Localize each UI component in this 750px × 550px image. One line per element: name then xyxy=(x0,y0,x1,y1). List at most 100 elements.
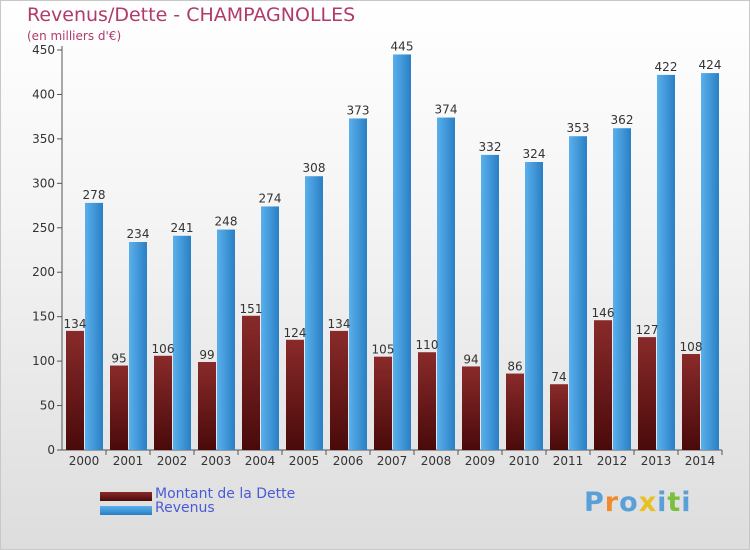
legend-swatch-revenue xyxy=(100,506,152,515)
y-tick-label: 250 xyxy=(32,221,55,235)
x-tick-label: 2005 xyxy=(289,454,320,468)
x-tick-label: 2007 xyxy=(377,454,408,468)
x-tick-label: 2001 xyxy=(113,454,144,468)
x-tick-label: 2012 xyxy=(597,454,628,468)
bar-revenue xyxy=(613,128,631,450)
x-tick-label: 2006 xyxy=(333,454,364,468)
bar-revenue xyxy=(129,242,147,450)
data-label-revenue: 248 xyxy=(215,215,238,229)
data-label-debt: 106 xyxy=(152,342,175,356)
legend-label-revenue: Revenus xyxy=(155,500,215,516)
bar-debt xyxy=(242,315,260,450)
bar-revenue xyxy=(349,118,367,450)
legend-swatch-debt xyxy=(100,492,152,501)
bar-debt xyxy=(638,337,656,450)
bar-debt xyxy=(418,352,436,450)
x-tick-label: 2013 xyxy=(641,454,672,468)
data-label-revenue: 445 xyxy=(391,39,414,53)
y-tick-label: 300 xyxy=(32,176,55,190)
data-label-revenue: 424 xyxy=(699,58,722,72)
chart-subtitle: (en milliers d'€) xyxy=(27,29,122,43)
data-label-debt: 110 xyxy=(416,338,439,352)
data-label-debt: 108 xyxy=(680,340,703,354)
data-label-revenue: 332 xyxy=(479,140,502,154)
bar-debt xyxy=(198,362,216,450)
data-label-revenue: 241 xyxy=(171,221,194,235)
logo-letter: x xyxy=(638,487,658,518)
bar-debt xyxy=(550,384,568,450)
data-label-revenue: 324 xyxy=(523,147,546,161)
bar-revenue xyxy=(217,229,235,450)
bar-revenue xyxy=(261,206,279,450)
x-tick-label: 2011 xyxy=(553,454,584,468)
data-label-revenue: 308 xyxy=(303,161,326,175)
data-label-revenue: 274 xyxy=(259,191,282,205)
bar-revenue xyxy=(173,235,191,450)
bar-revenue xyxy=(657,74,675,450)
data-label-debt: 134 xyxy=(64,317,87,331)
x-tick-label: 2003 xyxy=(201,454,232,468)
data-label-debt: 86 xyxy=(507,360,522,374)
bar-debt xyxy=(462,366,480,450)
logo-letter: r xyxy=(604,487,620,518)
bar-debt xyxy=(286,339,304,450)
bar-debt xyxy=(594,320,612,450)
bar-debt xyxy=(330,330,348,450)
x-tick-label: 2014 xyxy=(685,454,716,468)
y-tick-label: 350 xyxy=(32,132,55,146)
data-label-debt: 105 xyxy=(372,343,395,357)
data-label-revenue: 362 xyxy=(611,113,634,127)
legend-label-debt: Montant de la Dette xyxy=(155,486,296,502)
data-label-revenue: 234 xyxy=(127,227,150,241)
bar-revenue xyxy=(305,176,323,450)
bar-debt xyxy=(110,365,128,450)
bar-revenue xyxy=(525,162,543,450)
y-tick-label: 0 xyxy=(47,443,55,457)
bar-debt xyxy=(66,330,84,450)
bar-revenue xyxy=(481,154,499,450)
data-label-debt: 151 xyxy=(240,302,263,316)
data-label-revenue: 373 xyxy=(347,103,370,117)
proxiti-logo: Proxiti xyxy=(584,487,692,518)
chart-title: Revenus/Dette - CHAMPAGNOLLES xyxy=(27,4,356,26)
bar-revenue xyxy=(437,117,455,451)
x-tick-label: 2010 xyxy=(509,454,540,468)
bar-revenue xyxy=(569,136,587,450)
data-label-revenue: 374 xyxy=(435,103,458,117)
logo-letter: t xyxy=(667,487,682,518)
data-label-revenue: 353 xyxy=(567,121,590,135)
data-label-debt: 74 xyxy=(551,370,566,384)
data-label-debt: 95 xyxy=(111,352,126,366)
data-label-debt: 94 xyxy=(463,352,478,366)
logo-letter: i xyxy=(657,487,668,518)
x-tick-label: 2008 xyxy=(421,454,452,468)
y-tick-label: 50 xyxy=(40,399,55,413)
logo-letter: P xyxy=(584,487,605,518)
bar-debt xyxy=(154,355,172,450)
y-tick-label: 400 xyxy=(32,87,55,101)
bar-debt xyxy=(506,373,524,450)
y-tick-label: 100 xyxy=(32,354,55,368)
bar-debt xyxy=(374,356,392,450)
data-label-debt: 124 xyxy=(284,326,307,340)
bar-revenue xyxy=(85,202,103,450)
data-label-debt: 99 xyxy=(199,348,214,362)
x-tick-label: 2000 xyxy=(69,454,100,468)
data-label-debt: 134 xyxy=(328,317,351,331)
y-tick-label: 150 xyxy=(32,310,55,324)
data-label-revenue: 278 xyxy=(83,188,106,202)
x-tick-label: 2002 xyxy=(157,454,188,468)
logo-letter: o xyxy=(619,487,639,518)
bar-revenue xyxy=(393,54,411,450)
data-label-debt: 146 xyxy=(592,306,615,320)
logo-letter: i xyxy=(681,487,692,518)
y-tick-label: 200 xyxy=(32,265,55,279)
x-tick-label: 2009 xyxy=(465,454,496,468)
x-tick-label: 2004 xyxy=(245,454,276,468)
data-label-revenue: 422 xyxy=(655,60,678,74)
bar-revenue xyxy=(701,73,719,450)
bar-debt xyxy=(682,354,700,450)
y-tick-label: 450 xyxy=(32,43,55,57)
data-label-debt: 127 xyxy=(636,323,659,337)
